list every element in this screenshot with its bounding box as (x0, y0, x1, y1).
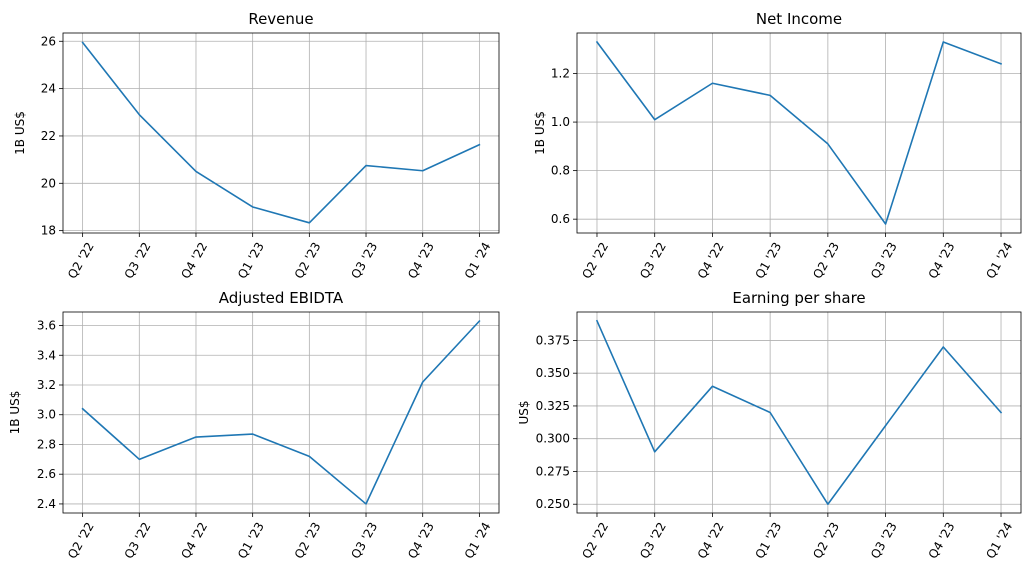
x-tick-label: Q3 '22 (122, 520, 154, 561)
x-tick-label: Q4 '22 (178, 240, 210, 281)
y-tick-label: 0.375 (536, 333, 570, 347)
x-tick-label: Q4 '23 (926, 240, 958, 281)
chart-title: Revenue (248, 10, 313, 28)
x-tick-label: Q1 '24 (462, 240, 494, 281)
x-tick-label: Q1 '24 (983, 240, 1015, 281)
y-tick-label: 3.0 (37, 408, 56, 422)
x-tick-label: Q3 '22 (122, 240, 154, 281)
y-tick-label: 3.4 (37, 348, 56, 362)
y-tick-label: 0.300 (536, 432, 570, 446)
chart-title: Net Income (756, 10, 842, 28)
x-tick-label: Q3 '22 (637, 240, 669, 281)
x-tick-label: Q3 '23 (348, 240, 380, 281)
chart-panel-4: Q2 '22 Q3 '22 Q4 '22 Q1 '23 Q2 '23 Q3 '23 Q4 '… (517, 289, 1022, 561)
y-tick-label: 0.6 (551, 212, 570, 226)
y-tick-label: 1.2 (551, 67, 570, 81)
y-tick-label: 0.325 (536, 399, 570, 413)
x-tick-label: Q2 '22 (579, 240, 611, 281)
y-tick-label: 2.4 (37, 497, 56, 511)
x-tick-label: Q4 '22 (178, 520, 210, 561)
x-tick-label: Q2 '23 (292, 520, 324, 561)
y-tick-label: 3.2 (37, 378, 56, 392)
x-tick-label: Q1 '23 (235, 240, 267, 281)
plot-frame (62, 311, 500, 514)
series-line (81, 41, 481, 224)
y-tick-label: 0.250 (536, 497, 570, 511)
x-tick-label: Q1 '23 (752, 240, 784, 281)
y-tick-label: 2.6 (37, 467, 56, 481)
y-tick-label: 0.8 (551, 164, 570, 178)
y-tick-label: 22 (41, 129, 56, 143)
y-tick-label: 2.8 (37, 437, 56, 451)
x-tick-label: Q2 '23 (810, 520, 842, 561)
x-tick-label: Q2 '23 (292, 240, 324, 281)
x-tick-label: Q4 '23 (405, 240, 437, 281)
chart-panel-1: Q2 '22 Q3 '22 Q4 '22 Q1 '23 Q2 '23 Q3 '23 Q4 '… (13, 10, 500, 281)
chart-title: Adjusted EBIDTA (219, 289, 344, 307)
plot-frame (62, 32, 500, 234)
y-tick-label: 3.6 (37, 319, 56, 333)
x-tick-label: Q3 '23 (868, 240, 900, 281)
y-axis-label: 1B US$ (8, 391, 22, 435)
x-tick-label: Q2 '22 (579, 520, 611, 561)
series-line (81, 319, 481, 505)
y-tick-label: 26 (41, 34, 56, 48)
series-line (595, 319, 1003, 506)
y-axis-label: 1B US$ (533, 111, 547, 155)
x-tick-label: Q2 '22 (65, 520, 97, 561)
x-tick-label: Q4 '22 (695, 520, 727, 561)
chart-panel-3: Q2 '22 Q3 '22 Q4 '22 Q1 '23 Q2 '23 Q3 '23 Q4 '… (8, 289, 500, 561)
y-tick-label: 0.275 (536, 464, 570, 478)
y-tick-label: 0.350 (536, 366, 570, 380)
y-axis-label: 1B US$ (13, 111, 27, 155)
x-tick-label: Q4 '23 (405, 520, 437, 561)
y-tick-label: 24 (41, 82, 56, 96)
x-tick-label: Q4 '22 (695, 240, 727, 281)
y-tick-label: 1.0 (551, 115, 570, 129)
x-tick-label: Q4 '23 (926, 520, 958, 561)
x-tick-label: Q2 '22 (65, 240, 97, 281)
y-axis-label: US$ (517, 400, 531, 424)
chart-panel-2: Q2 '22 Q3 '22 Q4 '22 Q1 '23 Q2 '23 Q3 '23 Q4 '… (533, 10, 1022, 281)
x-tick-label: Q3 '23 (348, 520, 380, 561)
x-tick-label: Q1 '24 (462, 520, 494, 561)
y-tick-label: 18 (41, 224, 56, 238)
x-tick-label: Q1 '24 (983, 520, 1015, 561)
x-tick-label: Q1 '23 (752, 520, 784, 561)
plot-frame (576, 32, 1022, 234)
chart-title: Earning per share (732, 289, 865, 307)
x-tick-label: Q2 '23 (810, 240, 842, 281)
y-tick-label: 20 (41, 176, 56, 190)
series-line (595, 40, 1003, 225)
x-tick-label: Q3 '23 (868, 520, 900, 561)
x-tick-label: Q3 '22 (637, 520, 669, 561)
plot-frame (576, 311, 1022, 514)
x-tick-label: Q1 '23 (235, 520, 267, 561)
